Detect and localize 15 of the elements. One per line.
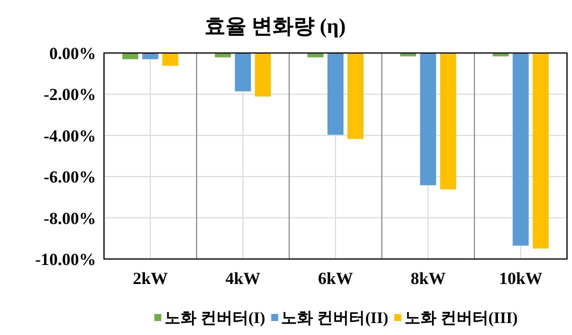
y-tick-label: -10.00%: [35, 250, 96, 269]
y-tick-label: -4.00%: [44, 126, 96, 146]
y-tick-label: 0.00%: [49, 44, 96, 63]
x-tick-label: 4kW: [225, 269, 260, 288]
y-tick-label: -2.00%: [44, 85, 96, 104]
y-tick-label: -6.00%: [44, 168, 96, 187]
chart-title: 효율 변화량 (η): [204, 14, 346, 38]
x-tick-label: 6kW: [318, 269, 353, 288]
x-tick-label: 2kW: [132, 269, 168, 288]
legend-label: 노화 컨버터(II): [281, 310, 388, 327]
x-tick-label: 8kW: [410, 269, 446, 288]
legend-label: 노화 컨버터(III): [404, 310, 518, 327]
x-tick-label: 10kW: [498, 269, 542, 288]
y-tick-label: -8.00%: [44, 208, 96, 228]
legend-label: 노화 컨버터(I): [164, 310, 266, 327]
